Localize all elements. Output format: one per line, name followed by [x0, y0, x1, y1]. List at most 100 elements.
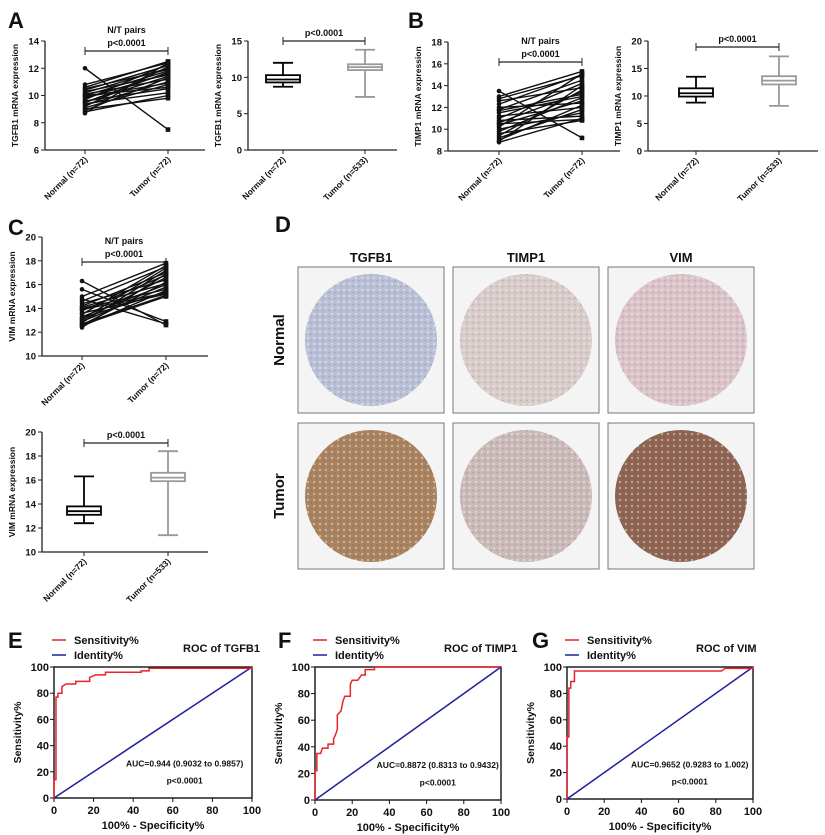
p-value-label: p<0.0001	[107, 430, 145, 440]
tumor-point	[163, 277, 169, 283]
y-tick-label: 0	[43, 793, 49, 805]
plot-frame	[53, 666, 253, 799]
legend-label: Identity%	[335, 650, 384, 662]
tumor-point	[163, 260, 169, 266]
y-tick-label: 80	[37, 688, 49, 700]
x-tick-label: 0	[312, 807, 318, 819]
normal-point	[82, 93, 88, 98]
y-tick-label: 10	[25, 352, 36, 363]
y-tick-label: 12	[25, 328, 36, 339]
normal-point	[496, 101, 502, 107]
x-tick-label: Tumor (n=72)	[126, 360, 171, 405]
x-tick-label: 20	[346, 807, 358, 819]
pair-line	[81, 269, 167, 324]
normal-point	[496, 98, 502, 104]
y-axis-label: VIM mRNA expression	[7, 251, 17, 341]
tissue-core	[615, 430, 747, 562]
pair-line	[498, 93, 583, 112]
chart-title: ROC of TIMP1	[444, 643, 517, 655]
y-tick-label: 0	[237, 146, 242, 157]
y-tick-label: 80	[298, 689, 310, 701]
pair-line	[498, 85, 583, 142]
pair-line	[84, 67, 169, 94]
x-tick-label: 60	[167, 805, 179, 817]
normal-point	[82, 110, 88, 116]
tumor-point	[163, 271, 169, 277]
chart-C-box: 10 12 14 16 18 20 VIM mRNA expression Normal (n…	[7, 428, 208, 605]
tumor-point	[165, 60, 171, 66]
normal-point	[82, 100, 88, 105]
pair-line	[84, 60, 169, 88]
y-axis-label: Sensitivity%	[12, 701, 24, 764]
panel-label: C	[8, 215, 24, 240]
y-tick-label: 18	[25, 452, 36, 463]
x-tick-label: Normal (n=72)	[456, 155, 503, 202]
y-tick-label: 15	[231, 37, 242, 48]
y-tick-label: 10	[28, 91, 39, 102]
x-tick-label: 80	[710, 806, 722, 818]
chart-E-roc: 00 20 20 40 40 60 60 80 80 100 100 100% - Specifici…	[12, 635, 261, 832]
pair-line	[498, 106, 583, 117]
tissue-core	[615, 274, 747, 406]
y-axis-label: TGFB1 mRNA expression	[10, 44, 20, 147]
x-tick-label: 0	[564, 806, 570, 818]
pair-line	[81, 282, 167, 308]
tumor-point	[165, 127, 171, 132]
tissue-core	[460, 274, 592, 406]
chart-A-box: 0 5 10 15 TGFB1 mRNA expression Normal (n=72)…	[213, 28, 397, 203]
tumor-point	[165, 70, 171, 75]
y-tick-label: 20	[298, 768, 310, 780]
tumor-point	[163, 319, 169, 324]
panel-label: A	[8, 8, 24, 33]
x-tick-label: 80	[206, 805, 218, 817]
chart-title: N/T pairs	[521, 36, 560, 46]
y-axis-label: Sensitivity%	[525, 701, 537, 764]
tumor-point	[165, 75, 171, 81]
pair-line	[498, 96, 583, 133]
y-tick-label: 16	[25, 476, 36, 487]
legend-label: Identity%	[587, 650, 636, 662]
pair-line	[84, 70, 169, 97]
tumor-point	[165, 95, 171, 101]
y-axis-label: Sensitivity%	[273, 702, 285, 765]
tumor-point	[579, 77, 585, 83]
roc-curve	[566, 667, 754, 799]
normal-point	[496, 108, 502, 113]
pair-line	[81, 292, 167, 311]
normal-point	[496, 88, 502, 94]
tumor-point	[163, 281, 169, 286]
tissue-core	[460, 430, 592, 562]
chart-title: N/T pairs	[105, 236, 144, 246]
p-value-label: p<0.0001	[521, 49, 559, 59]
x-axis-label: 100% - Specificity%	[102, 820, 205, 832]
pair-line	[498, 118, 583, 125]
tumor-point	[163, 294, 169, 299]
chart-title: ROC of VIM	[696, 643, 757, 655]
ihc-column-label: VIM	[669, 250, 692, 265]
y-tick-label: 10	[431, 125, 442, 136]
legend-label: Identity%	[74, 650, 123, 662]
tumor-point	[579, 110, 585, 116]
tumor-point	[579, 107, 585, 112]
p-value-label: p<0.0001	[420, 777, 456, 787]
tumor-point	[165, 85, 171, 90]
y-tick-label: 10	[25, 548, 36, 559]
pair-line	[81, 295, 167, 326]
y-tick-label: 80	[550, 688, 562, 700]
y-tick-label: 14	[25, 304, 36, 315]
y-tick-label: 12	[25, 524, 36, 535]
y-tick-label: 18	[431, 38, 442, 49]
x-tick-label: 80	[458, 807, 470, 819]
normal-point	[496, 139, 502, 145]
x-tick-label: Normal (n=72)	[653, 155, 700, 202]
tumor-point	[163, 275, 169, 280]
pair-line	[81, 262, 167, 298]
chart-B-paired: 8 10 12 14 16 18 TIMP1 mRNA expression Normal (…	[413, 36, 620, 203]
chart-title: ROC of TGFB1	[183, 643, 260, 655]
normal-point	[496, 121, 502, 127]
y-tick-label: 100	[292, 662, 310, 674]
tumor-point	[163, 263, 169, 268]
x-tick-label: Tumor (n=533)	[124, 556, 172, 604]
y-tick-label: 5	[637, 119, 643, 130]
